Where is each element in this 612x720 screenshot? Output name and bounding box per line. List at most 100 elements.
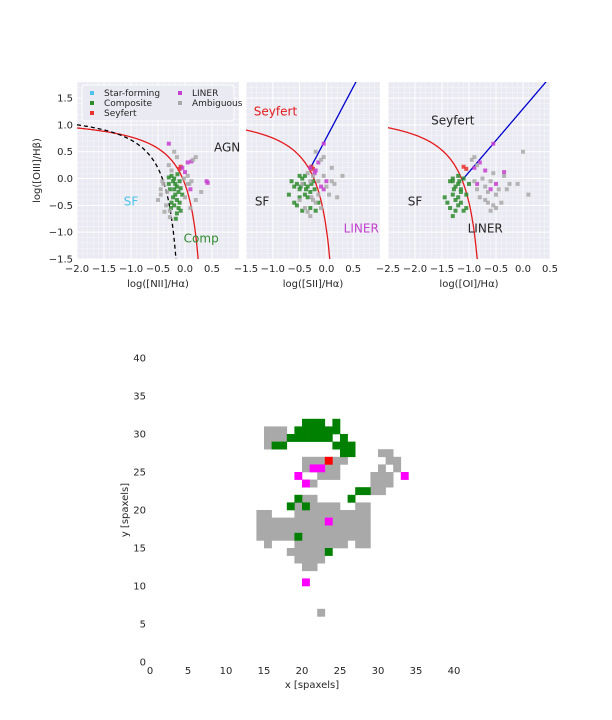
spaxel-ambiguous <box>309 502 318 511</box>
point-ambiguous <box>340 173 345 178</box>
spaxel-ambiguous <box>332 540 341 549</box>
point-composite <box>172 176 177 181</box>
data-points <box>286 141 345 219</box>
spaxel-ambiguous <box>347 532 356 541</box>
kewley-line <box>246 129 331 259</box>
spaxel-composite <box>362 487 371 496</box>
point-ambiguous <box>309 195 314 200</box>
region-label: SF <box>408 195 423 209</box>
x-tick-label: 15 <box>258 666 271 677</box>
y-tick-label: −0.5 <box>49 201 73 212</box>
grid <box>388 82 550 259</box>
y-tick-label: 1.5 <box>57 94 73 105</box>
spaxel-composite <box>332 418 341 427</box>
legend-marker <box>178 91 182 95</box>
spaxel-ambiguous <box>340 532 348 541</box>
point-composite <box>311 179 315 184</box>
x-tick-label: 0.0 <box>515 264 531 275</box>
spaxel-ambiguous <box>332 464 341 473</box>
legend-marker <box>90 111 94 115</box>
point-ambiguous <box>199 189 204 194</box>
spaxel-liner <box>294 472 303 480</box>
spaxel-ambiguous <box>286 548 295 556</box>
region-label: LINER <box>344 221 379 235</box>
spaxel-ambiguous <box>332 517 341 526</box>
point-ambiguous <box>305 209 310 214</box>
spaxel-composite <box>347 441 356 450</box>
point-composite <box>308 189 313 194</box>
legend-marker <box>178 101 182 105</box>
point-composite <box>453 208 458 213</box>
point-ambiguous <box>160 179 165 184</box>
point-liner <box>477 160 482 165</box>
spaxel-ambiguous <box>279 434 288 442</box>
point-liner <box>494 181 498 186</box>
legend-marker <box>90 101 94 105</box>
point-composite <box>448 206 453 211</box>
y-tick-label: 30 <box>133 430 146 441</box>
spaxel-composite <box>347 494 356 503</box>
point-ambiguous <box>321 155 326 160</box>
spaxel-composite <box>309 426 318 435</box>
point-liner <box>180 165 185 170</box>
point-liner <box>166 141 171 146</box>
spaxel-composite <box>355 487 364 496</box>
spaxel-ambiguous <box>302 494 310 503</box>
point-composite <box>453 198 458 202</box>
region-label: AGN <box>214 140 240 154</box>
point-liner <box>316 160 321 165</box>
spaxel-ambiguous <box>309 525 318 534</box>
point-ambiguous <box>319 206 324 211</box>
point-composite <box>305 184 310 189</box>
point-ambiguous <box>313 149 318 154</box>
point-composite <box>173 181 178 186</box>
point-composite <box>456 203 461 208</box>
spaxel-ambiguous <box>355 540 364 549</box>
spaxel-liner <box>400 472 409 480</box>
point-composite <box>172 187 177 192</box>
spaxel-ambiguous <box>332 472 341 480</box>
point-composite <box>448 179 453 184</box>
spaxel-ambiguous <box>317 608 326 617</box>
spaxel-ambiguous <box>286 517 295 526</box>
point-ambiguous <box>485 200 490 205</box>
spaxel-composite <box>317 426 326 435</box>
spaxel-composite <box>332 426 341 435</box>
bpt-panel-sii: −1.5 −1.0 −0.5 0.0 0.5 Seyfert SF LINER log([SII… <box>234 82 380 290</box>
x-tick-label: 30 <box>372 666 385 677</box>
point-liner <box>205 180 210 185</box>
spaxel-ambiguous <box>294 555 303 564</box>
point-liner <box>312 171 317 176</box>
point-ambiguous <box>485 189 490 194</box>
point-ambiguous <box>158 192 163 197</box>
spaxel-ambiguous <box>256 517 265 526</box>
spaxel-composite <box>294 532 303 541</box>
spaxel-composite <box>309 418 318 427</box>
spaxel-ambiguous <box>302 532 310 541</box>
point-composite <box>302 173 307 178</box>
seyfert-liner-line <box>309 82 357 170</box>
spaxel-ambiguous <box>355 525 364 534</box>
point-ambiguous <box>193 198 198 202</box>
point-liner <box>324 179 329 184</box>
x-tick-label: 0.5 <box>204 264 220 275</box>
x-tick-label: −1.0 <box>119 264 143 275</box>
spaxel-composite <box>294 434 303 442</box>
spaxel-ambiguous <box>362 540 371 549</box>
point-ambiguous <box>183 195 187 200</box>
spaxel-ambiguous <box>370 472 379 480</box>
point-ambiguous <box>475 163 480 168</box>
point-composite <box>456 173 461 178</box>
spaxel-ambiguous <box>302 563 310 572</box>
spaxel-map: 0 5 10 15 20 25 30 35 40 0 5 10 15 20 25 30 35 40 x [spaxe… <box>120 354 460 692</box>
spaxel-ambiguous <box>340 517 348 526</box>
spaxel-ambiguous <box>362 517 371 526</box>
x-tick-label: −1.0 <box>457 264 481 275</box>
point-ambiguous <box>499 200 504 205</box>
spaxel-ambiguous <box>317 510 326 518</box>
spaxel-ambiguous <box>271 426 280 435</box>
point-composite <box>300 176 305 181</box>
point-ambiguous <box>507 181 512 186</box>
spaxel-ambiguous <box>309 540 318 549</box>
point-ambiguous <box>300 181 305 186</box>
